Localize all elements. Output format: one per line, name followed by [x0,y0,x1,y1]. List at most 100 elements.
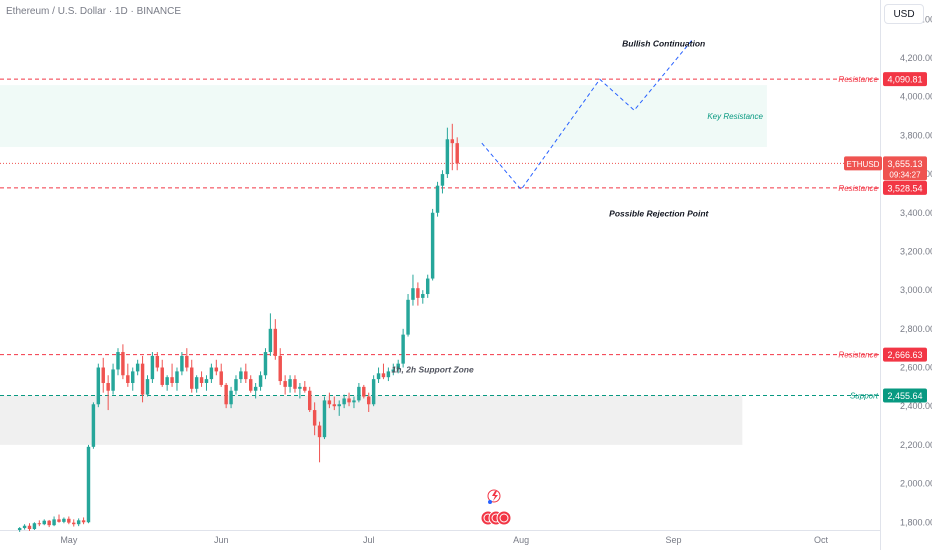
resistance-price-tag [883,180,927,195]
resistance-price-label: 4,090.81 [887,75,922,85]
price-tick-label: 2,200.00 [900,440,932,450]
resistance-price-label: 3,528.54 [887,183,922,193]
candle-body [234,379,238,391]
price-tick-label: 2,400.00 [900,401,932,411]
us-flag-event-icon [496,510,512,526]
candle-body [288,379,292,387]
candle-body [131,371,135,383]
current-price-label: 3,655.13 [887,159,922,169]
price-tick-label: 3,400.00 [900,208,932,218]
candle-body [219,371,223,385]
candle-body [42,520,46,525]
candle-body [135,363,140,372]
candle-body [332,404,337,407]
key-resistance-label: Key Resistance [707,112,763,121]
candle-body [362,386,366,397]
candle-body [86,446,91,523]
candle-body [317,425,322,438]
currency-button[interactable]: USD [884,4,924,24]
resistance-level-name: Resistance [838,351,878,360]
candle-body [312,410,317,426]
price-tick-label: 1,800.00 [900,517,932,527]
candle-body [155,355,160,368]
candle-body [106,382,110,391]
candle-body [293,379,297,389]
support-zone [0,395,743,445]
candle-body [204,379,209,383]
candle-body [111,369,115,391]
support-price-tag [883,388,927,403]
annotation-support_zone: 1h, 2h Support Zone [392,364,474,374]
candle-body [239,371,243,380]
candle-body [421,294,425,298]
candle-body [229,390,233,405]
candle-body [401,334,405,364]
candle-body [396,363,400,370]
candle-body [303,386,307,391]
candle-body [194,377,199,389]
candle-body [52,519,56,526]
candle-body [258,375,263,387]
candle-body [214,367,219,372]
event-dot-icon [488,500,492,504]
candle-body [263,352,268,376]
candle-body [81,520,86,523]
candle-body [391,369,396,372]
price-tick-label: 2,800.00 [900,324,932,334]
time-tick-label: Oct [814,535,829,545]
candle-body [273,328,278,356]
candle-body [298,386,302,389]
candle-body [17,528,22,530]
time-tick-label: Jun [214,535,229,545]
candle-body [371,379,376,405]
us-flag-event-ring [499,513,509,523]
candle-body [440,174,445,186]
candle-body [72,522,76,525]
candle-body [199,377,204,383]
candle-body [253,386,258,391]
symbol-title: Ethereum / U.S. Dollar · 1D · BINANCE [6,6,182,17]
annotation-rejection: Possible Rejection Point [609,209,709,219]
support-level-name: Support [850,391,879,400]
candle-body [209,367,214,380]
candle-body [101,367,105,383]
price-tick-label: 4,200.00 [900,53,932,63]
time-tick-label: May [60,535,78,545]
key-resistance-zone [0,85,767,148]
candle-body [322,400,327,438]
candle-body [386,371,391,378]
candle-body [445,139,450,175]
price-tick-label: 3,000.00 [900,285,932,295]
projection-path [481,38,694,191]
candle-body [278,355,282,382]
candle-body [22,525,27,529]
candle-body [76,520,81,525]
candle-body [32,523,37,530]
ticker-label: ETHUSD [847,160,880,169]
candle-body [91,404,96,447]
candle-body [96,367,101,405]
countdown-label: 09:34:27 [889,170,921,179]
candle-body [357,386,361,401]
candle-body [67,518,71,523]
resistance-price-tag [883,72,927,87]
candle-body [249,379,253,391]
candle-body [337,404,341,407]
ticker-tag [844,156,882,171]
candle-body [308,390,312,411]
price-tick-label: 3,200.00 [900,246,932,256]
candle-body [224,384,228,405]
candle-body [411,288,415,300]
candle-body [47,520,51,526]
candle-body [140,363,145,395]
price-tick-label: 3,800.00 [900,130,932,140]
price-tick-label: 2,600.00 [900,363,932,373]
candle-body [366,396,371,405]
candle-body [455,143,459,164]
resistance-price-label: 2,666.63 [887,350,922,360]
support-price-label: 2,455.64 [887,391,922,401]
candle-body [342,398,346,405]
candle-body [406,299,410,335]
lightning-glyph [492,491,498,501]
